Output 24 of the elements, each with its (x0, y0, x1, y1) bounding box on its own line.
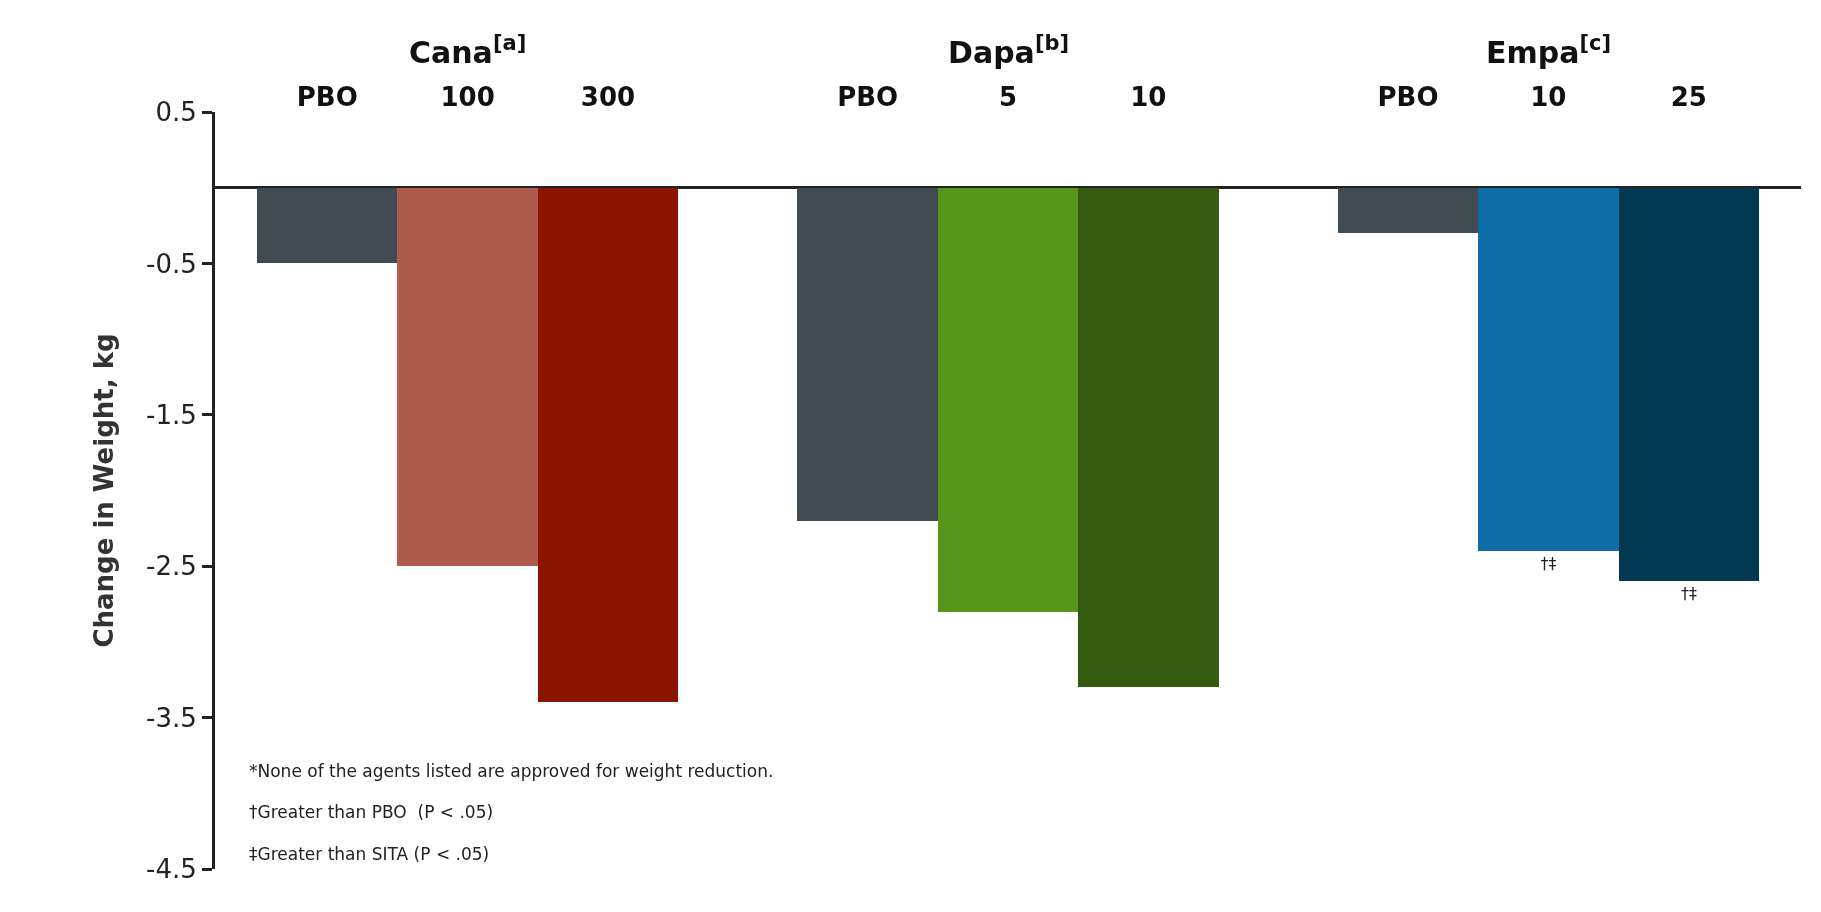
x-tick-label: 300 (580, 81, 636, 112)
x-tick-label: 5 (998, 81, 1018, 112)
annotation: ‡Greater than SITA (P < .05) (249, 844, 490, 864)
x-tick-label: 10 (1530, 81, 1567, 112)
y-tick-label: -1.5 (146, 399, 197, 430)
x-tick-label: 100 (440, 81, 495, 112)
y-tick-label: -2.5 (146, 551, 197, 582)
text: Empa$^{[c]}$ (1486, 31, 1612, 70)
x-tick-label: 25 (1670, 81, 1707, 112)
y-tick-label: -0.5 (146, 248, 197, 279)
y-tick-label: 0.5 (155, 97, 197, 128)
x-tick-label: PBO (837, 81, 899, 112)
text: Dapa$^{[b]}$ (948, 31, 1070, 70)
x-tick-label: PBO (1377, 81, 1439, 112)
y-tick-label: -3.5 (146, 702, 197, 733)
annotation: *None of the agents listed are approved for weight reduction. (249, 761, 774, 781)
y-tick-label: -4.5 (146, 854, 197, 885)
y-axis-title: Change in Weight, kg (89, 333, 120, 648)
text: Cana$^{[a]}$ (409, 31, 527, 70)
data-label: †‡ (1681, 584, 1697, 603)
data-label: †‡ (1540, 554, 1557, 573)
x-tick-label: 10 (1130, 81, 1167, 112)
x-tick-label: PBO (296, 81, 358, 112)
annotation: †Greater than PBO (P < .05) (249, 802, 494, 822)
